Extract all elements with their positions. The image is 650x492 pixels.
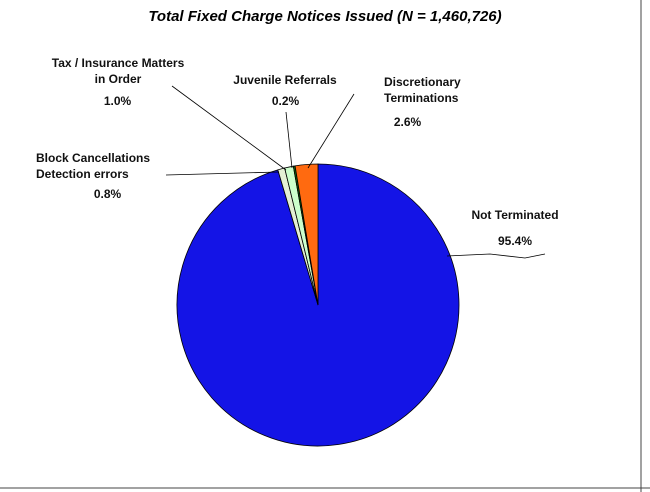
- value-label: 0.2%: [271, 94, 300, 108]
- value-label: 0.8%: [93, 187, 122, 201]
- leader-line: [446, 253, 546, 259]
- slice-label: Discretionary Terminations: [384, 75, 461, 105]
- leader-line: [165, 171, 280, 176]
- chart-title: Total Fixed Charge Notices Issued (N = 1…: [148, 8, 502, 25]
- pie-slice: [294, 163, 319, 306]
- slice-label: Juvenile Referrals: [233, 73, 337, 87]
- value-label: 2.6%: [393, 115, 422, 129]
- slice-label: Block Cancellations Detection errors: [36, 151, 151, 181]
- leader-line: [307, 93, 355, 169]
- slice-label: Tax / Insurance Matters in Order: [51, 56, 185, 86]
- leader-line: [171, 85, 287, 171]
- value-label: 95.4%: [497, 234, 533, 248]
- value-label: 1.0%: [103, 94, 132, 108]
- slice-label: Not Terminated: [471, 208, 559, 222]
- leader-line: [285, 111, 293, 169]
